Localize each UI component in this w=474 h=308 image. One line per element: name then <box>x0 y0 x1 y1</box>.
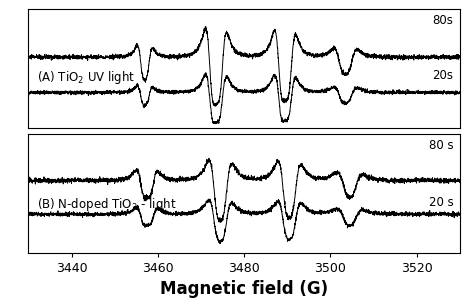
Text: 20s: 20s <box>432 69 453 82</box>
Text: 80s: 80s <box>432 14 453 27</box>
Text: 20 s: 20 s <box>428 196 453 209</box>
X-axis label: Magnetic field (G): Magnetic field (G) <box>160 280 328 298</box>
Text: (B) N-doped TiO$_2$ - light: (B) N-doped TiO$_2$ - light <box>37 196 176 213</box>
Text: (A) TiO$_2$ UV light: (A) TiO$_2$ UV light <box>37 69 136 86</box>
Text: 80 s: 80 s <box>428 139 453 152</box>
